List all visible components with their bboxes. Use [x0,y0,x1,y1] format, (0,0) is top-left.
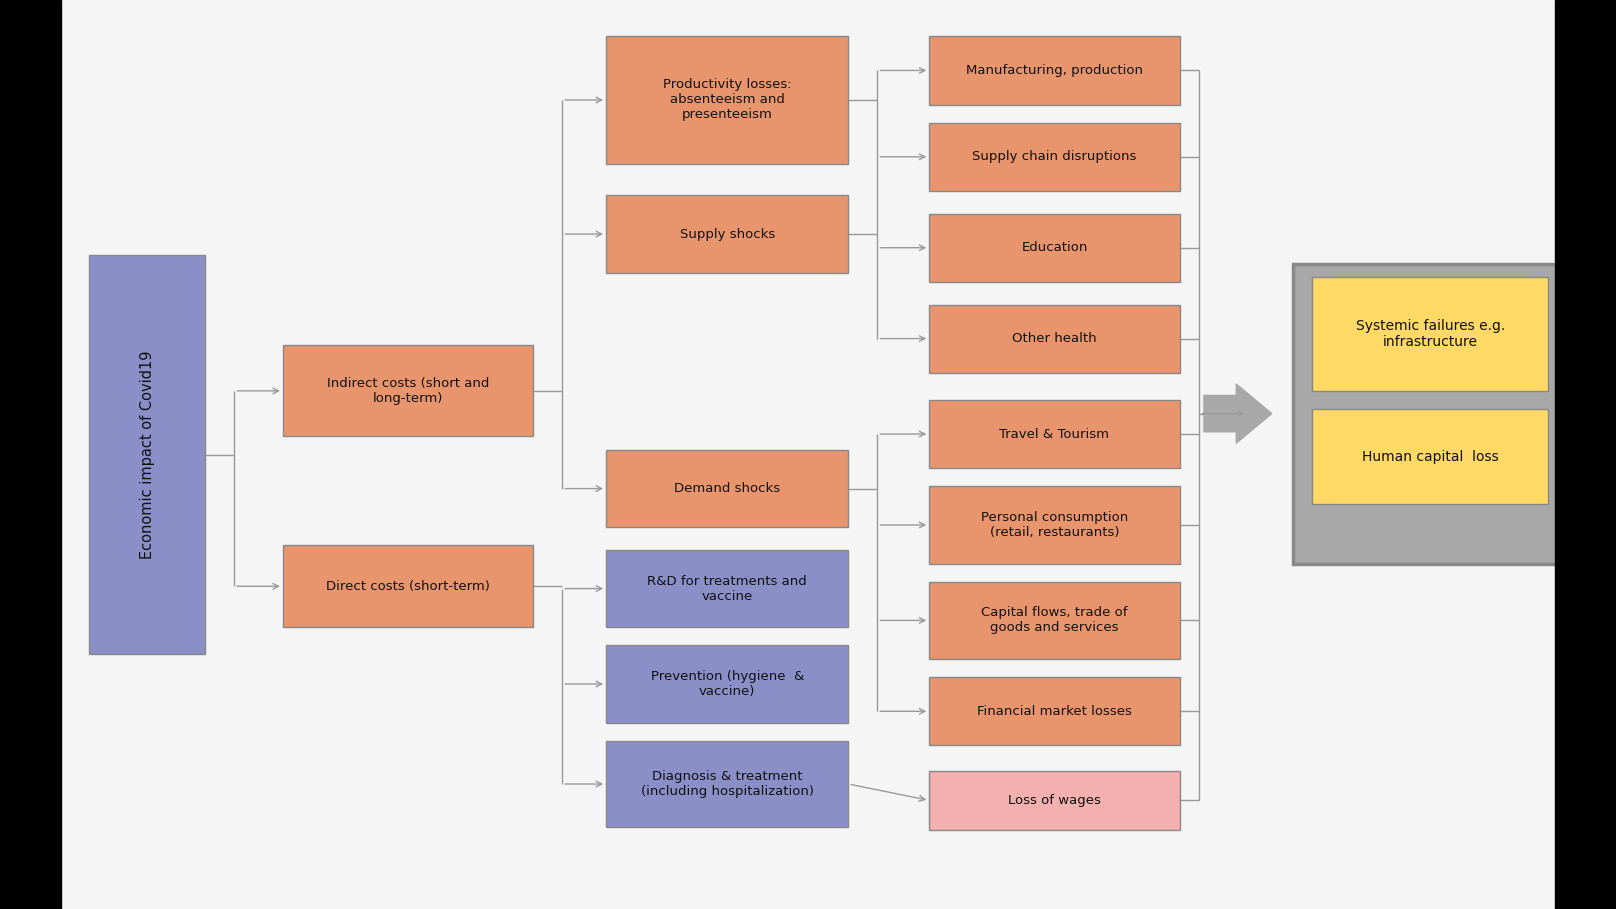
Text: Travel & Tourism: Travel & Tourism [999,427,1110,441]
FancyBboxPatch shape [929,486,1180,564]
FancyBboxPatch shape [929,214,1180,282]
Text: Prevention (hygiene  &
vaccine): Prevention (hygiene & vaccine) [651,670,803,698]
FancyBboxPatch shape [929,582,1180,659]
Text: Economic impact of Covid19: Economic impact of Covid19 [139,350,155,559]
Text: Personal consumption
(retail, restaurants): Personal consumption (retail, restaurant… [981,511,1128,539]
Text: Supply chain disruptions: Supply chain disruptions [973,150,1136,164]
Text: Productivity losses:
absenteeism and
presenteeism: Productivity losses: absenteeism and pre… [663,78,792,122]
Bar [0,0,61,909]
FancyBboxPatch shape [929,677,1180,745]
Text: Supply shocks: Supply shocks [680,227,774,241]
FancyBboxPatch shape [929,771,1180,830]
Text: Education: Education [1021,241,1088,255]
FancyBboxPatch shape [1293,264,1568,564]
FancyBboxPatch shape [929,400,1180,468]
FancyBboxPatch shape [929,123,1180,191]
FancyBboxPatch shape [929,305,1180,373]
Text: Financial market losses: Financial market losses [978,704,1131,718]
FancyBboxPatch shape [606,195,848,273]
FancyBboxPatch shape [89,255,205,654]
FancyBboxPatch shape [606,741,848,827]
Text: Manufacturing, production: Manufacturing, production [966,64,1143,77]
Text: R&D for treatments and
vaccine: R&D for treatments and vaccine [648,574,806,603]
Text: Systemic failures e.g.
infrastructure: Systemic failures e.g. infrastructure [1356,319,1504,349]
Text: Other health: Other health [1012,332,1097,345]
FancyBboxPatch shape [606,550,848,627]
Text: Capital flows, trade of
goods and services: Capital flows, trade of goods and servic… [981,606,1128,634]
FancyBboxPatch shape [1312,277,1548,391]
Text: Human capital  loss: Human capital loss [1362,450,1498,464]
FancyBboxPatch shape [283,545,533,627]
FancyBboxPatch shape [283,345,533,436]
Text: Loss of wages: Loss of wages [1008,794,1100,807]
Text: Indirect costs (short and
long-term): Indirect costs (short and long-term) [326,377,490,405]
FancyBboxPatch shape [606,36,848,164]
FancyBboxPatch shape [606,450,848,527]
Text: Demand shocks: Demand shocks [674,482,781,495]
FancyBboxPatch shape [606,645,848,723]
FancyBboxPatch shape [1312,409,1548,504]
Text: Diagnosis & treatment
(including hospitalization): Diagnosis & treatment (including hospita… [640,770,814,798]
Text: Direct costs (short-term): Direct costs (short-term) [326,580,490,593]
Bar [1555,0,1616,909]
FancyBboxPatch shape [929,36,1180,105]
FancyArrow shape [1204,385,1272,444]
